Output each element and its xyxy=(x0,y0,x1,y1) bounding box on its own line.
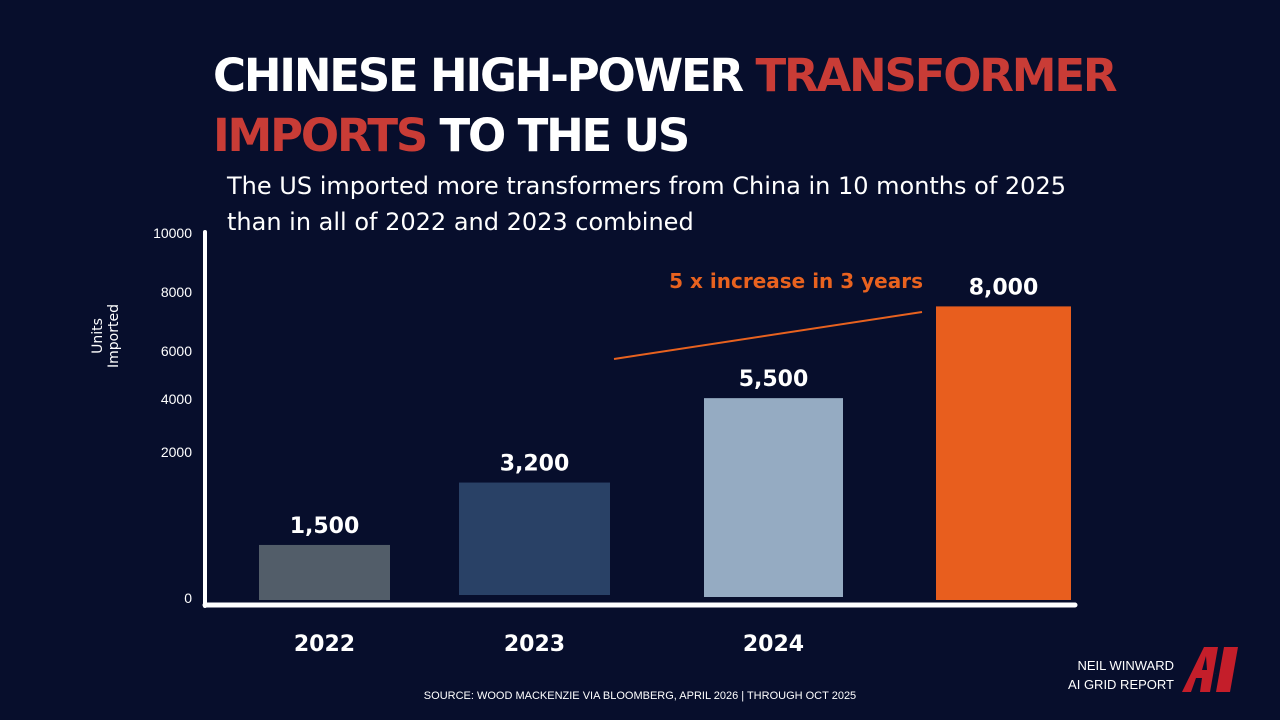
x-tick-label: 2022 xyxy=(294,632,355,657)
chart-subtitle: The US imported more transformers from C… xyxy=(227,168,1127,240)
y-tick-label: 10000 xyxy=(153,225,192,241)
y-tick-label: 8000 xyxy=(161,284,192,300)
title-part-1: CHINESE HIGH-POWER xyxy=(213,49,756,102)
title-part-4: TO THE US xyxy=(426,109,691,162)
bar-2 xyxy=(459,482,610,595)
y-tick-label: 0 xyxy=(184,590,192,606)
x-tick-label: 2024 xyxy=(743,632,804,657)
x-tick-label: 2023 xyxy=(504,632,565,657)
author-name: NEIL WINWARD xyxy=(1077,658,1174,673)
source-note: SOURCE: WOOD MACKENZIE VIA BLOOMBERG, AP… xyxy=(423,690,857,702)
bar-value-label: 5,500 xyxy=(739,367,809,392)
publication-name: AI GRID REPORT xyxy=(1068,677,1174,692)
trend-line xyxy=(613,311,923,360)
annotation-text: 5 x increase in 3 years xyxy=(669,269,923,293)
logo-text: AI xyxy=(1215,672,1217,675)
subtitle-line-2: than in all of 2022 and 2023 combined xyxy=(227,208,694,236)
chart-title: CHINESE HIGH-POWER TRANSFORMER IMPORTS TO… xyxy=(213,46,1213,166)
author-credit: NEIL WINWARD AI GRID REPORT xyxy=(1040,656,1174,694)
bar-3 xyxy=(704,398,843,597)
y-tick-label: 2000 xyxy=(161,444,192,460)
bar-value-label: 1,500 xyxy=(290,514,360,539)
title-part-3: IMPORTS xyxy=(213,109,428,162)
title-part-2: TRANSFORMER xyxy=(755,49,1117,102)
bar-value-label: 3,200 xyxy=(500,452,570,477)
bar-4 xyxy=(936,306,1071,600)
y-tick-label: 4000 xyxy=(161,391,192,407)
bar-1 xyxy=(259,544,390,600)
y-tick-label: 6000 xyxy=(161,343,192,359)
subtitle-line-1: The US imported more transformers from C… xyxy=(227,172,1066,200)
bar-value-label: 8,000 xyxy=(969,275,1039,300)
ai-logo-icon: AI xyxy=(1182,647,1238,692)
